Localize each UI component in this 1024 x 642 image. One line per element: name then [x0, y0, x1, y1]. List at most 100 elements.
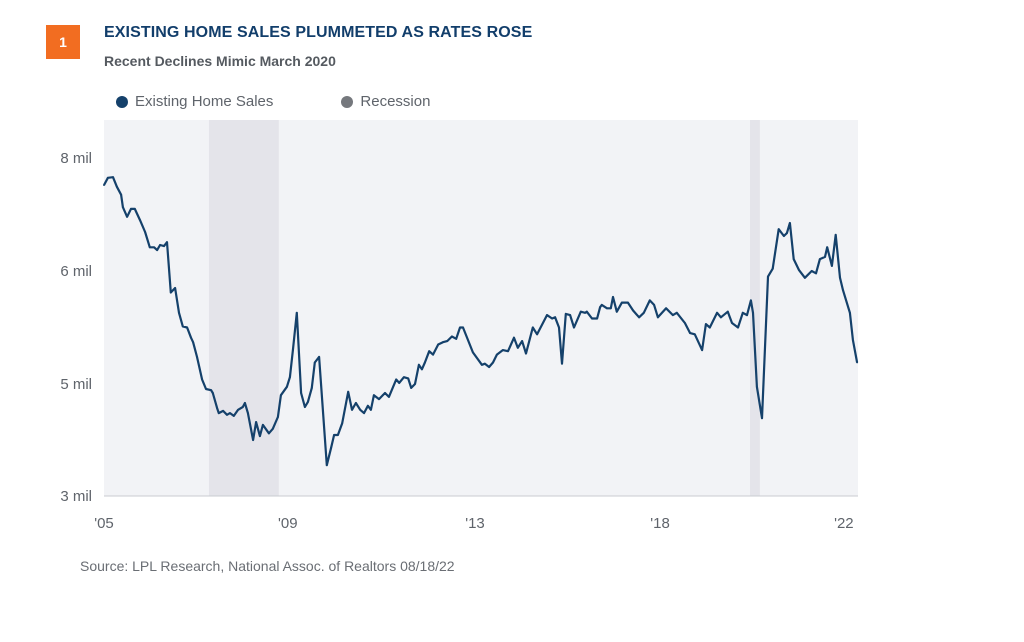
legend-label: Recession — [360, 93, 431, 110]
data-point — [181, 325, 184, 328]
data-point — [237, 408, 239, 411]
data-point — [815, 272, 817, 275]
data-point — [726, 310, 729, 313]
y-tick-label: 5 mil — [60, 376, 92, 393]
data-point — [501, 349, 504, 351]
data-point — [564, 313, 567, 315]
y-tick-label: 6 mil — [60, 263, 92, 280]
data-point — [395, 378, 398, 381]
data-point — [585, 310, 588, 313]
data-point — [156, 249, 159, 251]
data-point — [810, 270, 813, 272]
data-point — [133, 207, 136, 210]
data-point — [304, 406, 306, 408]
data-point — [551, 317, 554, 320]
data-point — [480, 363, 483, 366]
series-points — [103, 176, 859, 467]
chart-subtitle: Recent Declines Mimic March 2020 — [104, 53, 336, 69]
data-point — [337, 434, 339, 436]
data-point — [192, 341, 195, 344]
data-point — [247, 412, 249, 415]
data-point — [627, 301, 629, 304]
data-point — [432, 353, 434, 356]
data-point — [407, 377, 410, 380]
data-point — [767, 275, 769, 278]
data-point — [262, 423, 264, 426]
data-point — [369, 408, 372, 411]
data-point — [428, 350, 431, 353]
data-point — [839, 276, 841, 279]
data-point — [488, 366, 491, 368]
data-point — [600, 304, 603, 306]
data-point — [599, 306, 601, 309]
data-point — [169, 291, 172, 294]
data-point — [121, 206, 124, 209]
y-tick-label: 3 mil — [60, 488, 92, 505]
data-point — [737, 326, 739, 329]
chart-title: EXISTING HOME SALES PLUMMETED AS RATES R… — [104, 24, 533, 41]
data-point — [657, 316, 659, 319]
data-point — [797, 268, 800, 271]
x-tick-label: '09 — [278, 515, 298, 532]
data-point — [746, 314, 748, 316]
data-point — [226, 413, 228, 416]
data-point — [372, 394, 375, 397]
data-point — [271, 427, 274, 430]
data-point — [761, 417, 763, 420]
data-point — [675, 311, 678, 314]
data-point — [144, 231, 147, 233]
data-point — [792, 258, 795, 261]
data-point — [268, 432, 270, 435]
data-point — [174, 287, 177, 289]
data-point — [437, 343, 440, 346]
data-point — [826, 246, 829, 249]
legend-dot-icon — [116, 95, 128, 108]
data-point — [115, 185, 118, 188]
data-point — [217, 412, 220, 415]
data-point — [112, 176, 114, 179]
data-point — [333, 434, 335, 436]
data-point — [378, 398, 380, 401]
data-point — [120, 193, 123, 196]
data-point — [856, 361, 859, 364]
data-point — [561, 362, 563, 365]
data-point — [318, 355, 320, 358]
data-point — [788, 222, 791, 224]
x-tick-label: '05 — [94, 515, 114, 532]
data-point — [341, 422, 344, 425]
data-point — [752, 311, 754, 314]
data-point — [731, 322, 733, 324]
data-point — [103, 184, 105, 187]
data-point — [546, 314, 548, 316]
data-point — [569, 314, 572, 316]
data-point — [851, 339, 854, 341]
recession-band — [750, 120, 760, 496]
data-point — [642, 311, 645, 314]
data-point — [495, 353, 498, 356]
data-point — [842, 289, 844, 292]
data-point — [755, 385, 758, 388]
legend-item-existing-home-sales: Existing Home Sales — [116, 93, 273, 110]
data-point — [771, 267, 774, 270]
data-point — [665, 307, 667, 310]
data-point — [420, 368, 423, 371]
data-point — [216, 407, 219, 409]
data-point — [210, 389, 213, 392]
data-point — [672, 314, 674, 316]
data-point — [166, 241, 168, 244]
data-point — [130, 207, 132, 210]
data-point — [462, 326, 464, 329]
data-point — [387, 395, 390, 398]
data-point — [211, 392, 214, 394]
data-point — [330, 446, 332, 449]
data-point — [367, 404, 369, 407]
data-point — [252, 439, 254, 441]
data-point — [423, 361, 426, 364]
data-point — [277, 416, 279, 418]
data-point — [830, 265, 833, 267]
data-point — [384, 392, 386, 394]
recession-bands — [208, 120, 760, 496]
data-point — [708, 326, 711, 329]
data-point — [307, 401, 309, 403]
